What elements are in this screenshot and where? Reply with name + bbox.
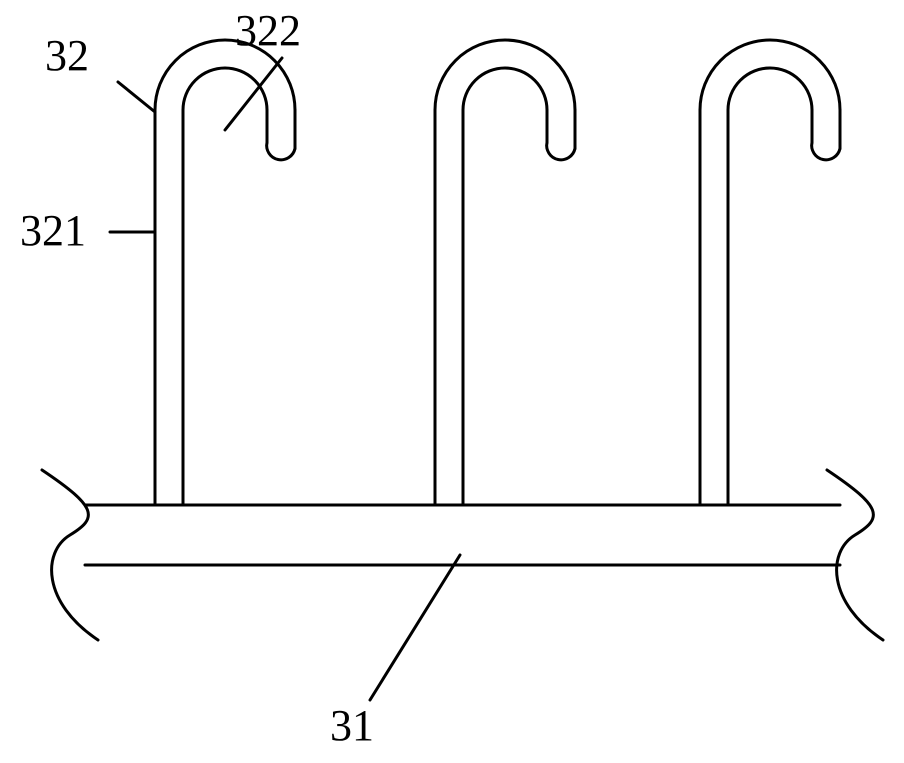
label-hook_group: 32 [45,30,89,81]
label-base_band: 31 [330,700,374,751]
technical-figure [0,0,904,763]
label-hook_stem: 321 [20,205,86,256]
label-hook_curve: 322 [235,5,301,56]
